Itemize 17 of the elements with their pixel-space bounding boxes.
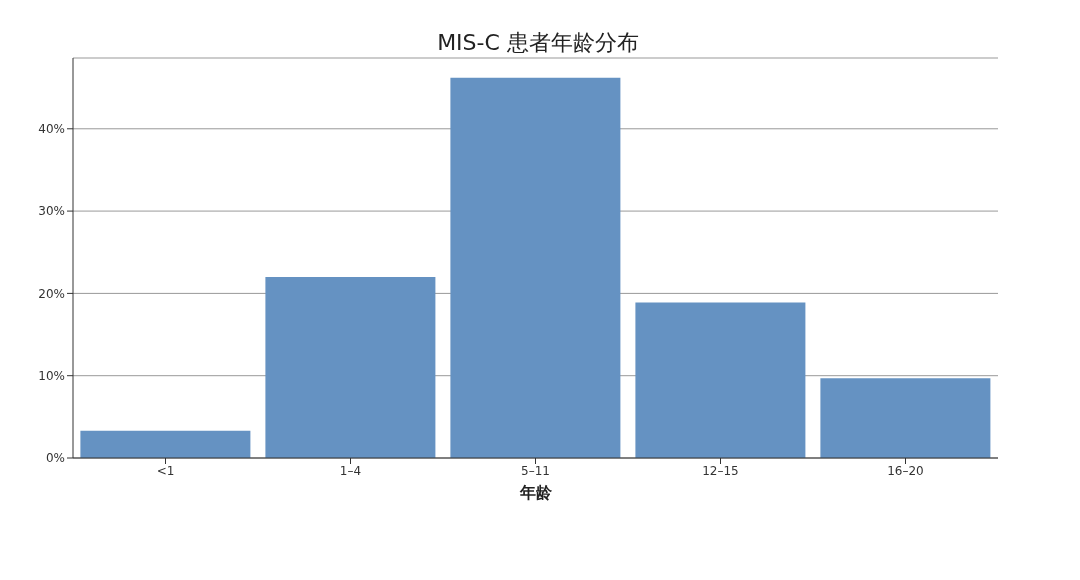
bar bbox=[635, 302, 806, 458]
bar bbox=[820, 378, 991, 458]
x-tick-label: 5–11 bbox=[521, 463, 550, 478]
bar bbox=[450, 77, 621, 458]
x-tick-label: 16–20 bbox=[887, 463, 924, 478]
y-tick-label: 40% bbox=[38, 122, 65, 137]
chart-title: MIS-C 患者年龄分布 bbox=[436, 29, 640, 57]
bar bbox=[265, 276, 436, 458]
x-tick-label: 12–15 bbox=[702, 463, 739, 478]
bar bbox=[80, 430, 251, 458]
y-tick-label: 30% bbox=[38, 204, 65, 219]
x-tick-label: <1 bbox=[156, 463, 175, 478]
x-axis-title: 年龄 bbox=[518, 483, 553, 502]
x-tick-label: 1–4 bbox=[339, 463, 362, 478]
y-tick-label: 0% bbox=[45, 451, 65, 466]
y-tick-label: 20% bbox=[38, 286, 65, 301]
y-tick-label: 10% bbox=[38, 368, 65, 383]
